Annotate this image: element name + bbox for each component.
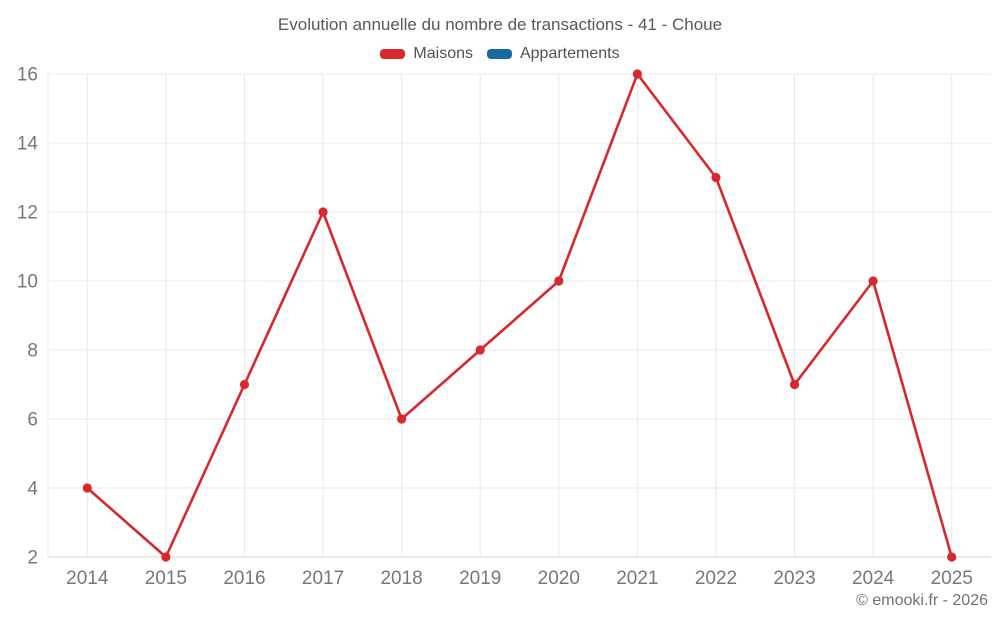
y-axis-label: 2 xyxy=(27,548,38,569)
chart-title: Evolution annuelle du nombre de transact… xyxy=(277,15,723,34)
maisons-data-point xyxy=(554,276,564,286)
chart-footer-credit: © emooki.fr - 2026 xyxy=(856,592,988,609)
maisons-data-point xyxy=(82,483,92,493)
maisons-data-point xyxy=(632,69,642,79)
y-axis-label: 12 xyxy=(17,203,38,224)
maisons-series-line xyxy=(85,72,954,559)
chart-legend: Maisons Appartements xyxy=(0,45,1000,63)
y-axis-label: 4 xyxy=(27,479,38,500)
x-axis-label: 2018 xyxy=(380,568,422,589)
legend-label-maisons: Maisons xyxy=(413,45,473,62)
x-axis-label: 2015 xyxy=(145,568,187,589)
maisons-data-point xyxy=(397,414,407,424)
x-axis-label: 2024 xyxy=(852,568,895,589)
x-axis-label: 2023 xyxy=(773,568,815,589)
legend-label-appartements: Appartements xyxy=(519,45,620,62)
maisons-data-point xyxy=(868,276,878,286)
maisons-data-point xyxy=(161,552,171,562)
y-axis-label: 14 xyxy=(17,134,39,155)
appartements-series-swatch-icon xyxy=(486,49,512,59)
x-axis-label: 2020 xyxy=(538,568,580,589)
y-axis-label: 10 xyxy=(17,272,38,293)
x-axis-label: 2019 xyxy=(459,568,501,589)
maisons-data-point xyxy=(947,552,957,562)
x-axis-label: 2025 xyxy=(931,568,973,589)
maisons-data-point xyxy=(789,379,800,390)
x-axis-label: 2021 xyxy=(616,568,658,589)
x-axis-label: 2017 xyxy=(302,568,344,589)
y-axis-label: 16 xyxy=(17,65,38,86)
legend-item-appartements[interactable]: Appartements xyxy=(486,45,620,63)
x-axis-label: 2016 xyxy=(223,568,265,589)
x-axis-label: 2014 xyxy=(66,568,109,589)
legend-item-maisons[interactable]: Maisons xyxy=(380,45,473,63)
maisons-data-point xyxy=(475,345,485,355)
maisons-series-swatch-icon xyxy=(380,49,406,59)
maisons-data-point xyxy=(318,207,328,217)
y-axis-label: 6 xyxy=(27,410,38,431)
maisons-data-point xyxy=(711,172,721,183)
maisons-data-point xyxy=(239,379,250,390)
y-axis-label: 8 xyxy=(27,341,38,362)
x-axis-label: 2022 xyxy=(695,568,737,589)
